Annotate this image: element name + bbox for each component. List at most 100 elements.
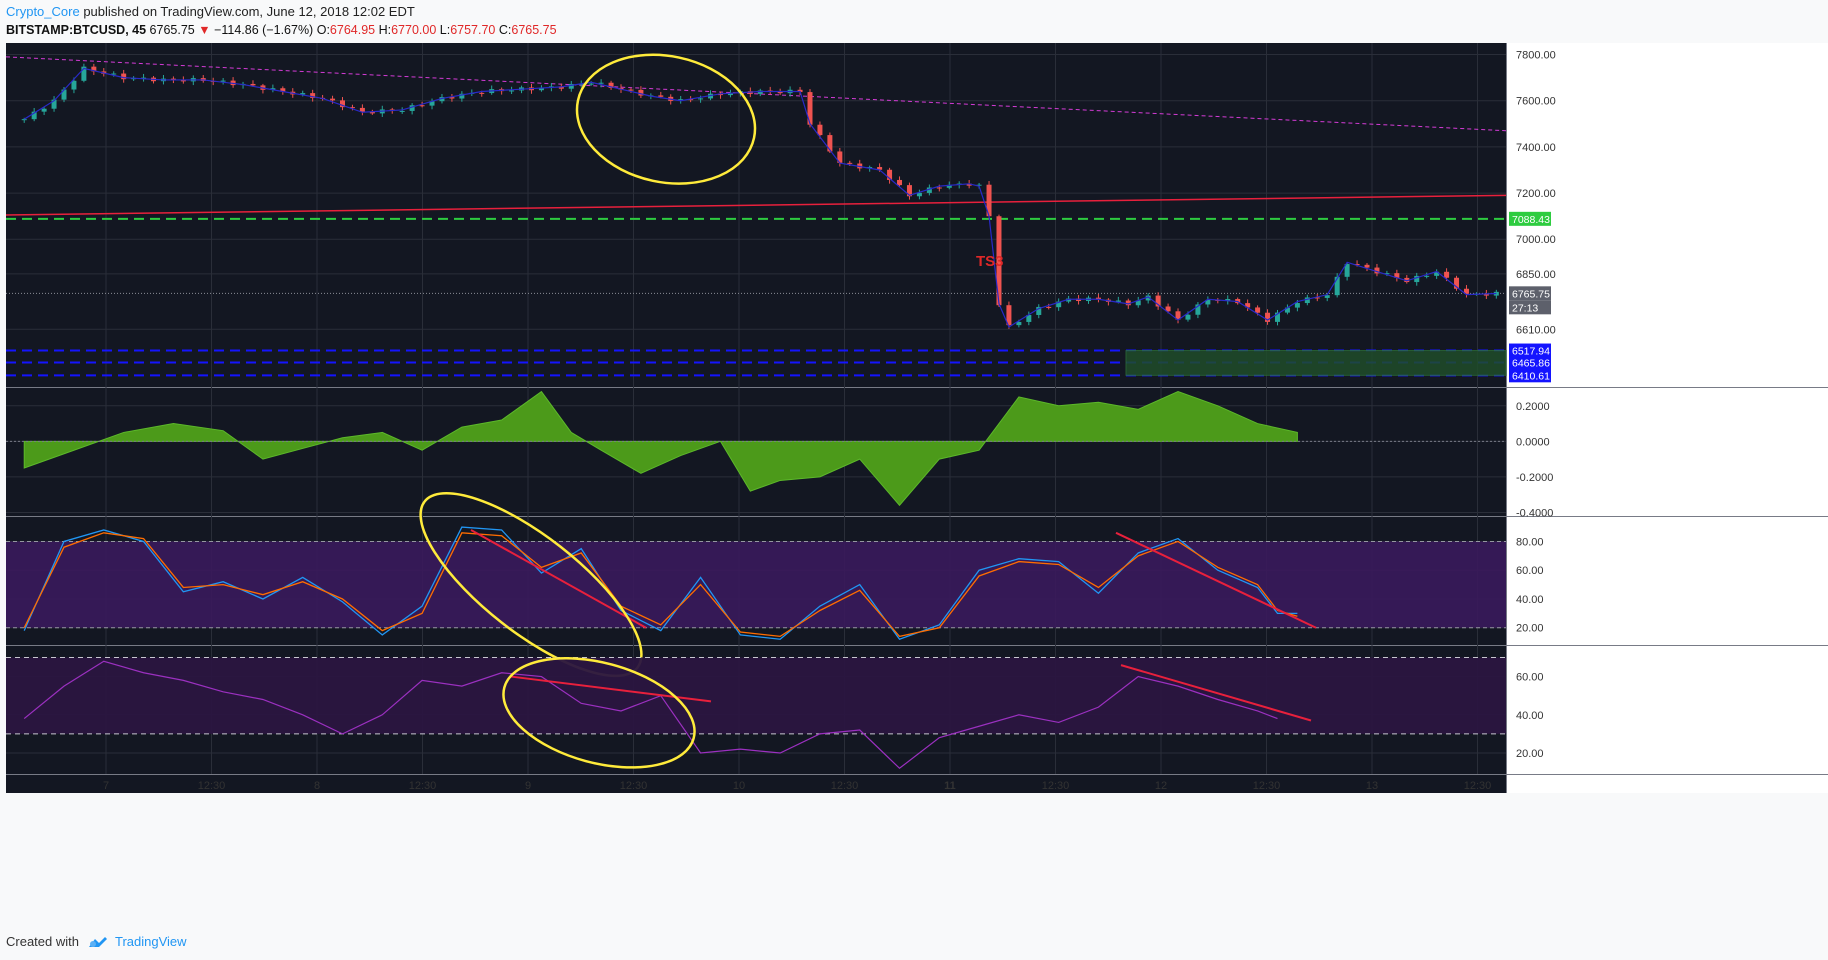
candle-body xyxy=(1245,303,1251,308)
stoch-trendline-2 xyxy=(1115,531,1317,629)
price-label-bg xyxy=(1509,300,1551,315)
candle-body xyxy=(1454,277,1460,289)
y-tick-label: -0.4000 xyxy=(1516,507,1553,519)
candle-body xyxy=(449,97,455,99)
candle-body xyxy=(1274,312,1280,322)
y-tick-label: 7800.00 xyxy=(1516,50,1556,62)
candle-body xyxy=(598,82,604,84)
candle-body xyxy=(1046,306,1052,308)
candle-body xyxy=(1026,314,1032,322)
rsi-band xyxy=(6,657,1506,734)
published-text: published on TradingView.com, June 12, 2… xyxy=(83,4,415,19)
x-tick-label: 12 xyxy=(1155,780,1167,792)
candle-body xyxy=(1364,264,1370,268)
candle-body xyxy=(1394,273,1400,278)
candle-body xyxy=(91,66,97,72)
x-tick-label: 12:30 xyxy=(1464,780,1492,792)
candle-body xyxy=(509,90,515,92)
candle-body xyxy=(369,111,375,114)
y-tick-label: 20.00 xyxy=(1516,623,1544,635)
candle-body xyxy=(479,92,485,94)
price-label-bg xyxy=(1509,343,1551,358)
candle-body xyxy=(946,184,952,188)
high-label: H: xyxy=(378,23,392,37)
candle-body xyxy=(568,83,574,89)
candle-body xyxy=(1284,307,1290,313)
candle-body xyxy=(170,78,176,80)
candle-body xyxy=(31,111,37,120)
candle-body xyxy=(330,98,336,101)
created-with-text: Created with xyxy=(6,934,79,949)
candle-body xyxy=(1225,299,1231,301)
open-value: 6764.95 xyxy=(329,23,376,37)
candle-body xyxy=(1354,264,1360,266)
x-tick-label: 12:30 xyxy=(409,780,437,792)
candle-body xyxy=(678,99,684,101)
change-value: −114.86 (−1.67%) xyxy=(214,23,314,37)
y-tick-label: 6850.00 xyxy=(1516,269,1556,281)
highlight-ellipse xyxy=(575,53,757,185)
candle-body xyxy=(608,82,614,88)
price-label: 6517.94 xyxy=(1512,346,1550,358)
candle-body xyxy=(310,93,316,98)
x-tick-label: 12:30 xyxy=(831,780,859,792)
candle-body xyxy=(439,97,445,102)
candle-body xyxy=(1424,275,1430,277)
author-link[interactable]: Crypto_Core xyxy=(6,4,80,19)
candle-body xyxy=(399,110,405,112)
price-label-bg xyxy=(1509,355,1551,370)
candle-body xyxy=(1135,300,1141,306)
candle-body xyxy=(1155,295,1161,307)
ts3-label: TS3 xyxy=(976,253,1004,270)
candle-body xyxy=(906,185,912,197)
y-tick-label: 60.00 xyxy=(1516,672,1544,684)
y-tick-label: 0.2000 xyxy=(1516,401,1550,413)
tradingview-link[interactable]: TradingView xyxy=(114,934,187,949)
candle-body xyxy=(340,100,346,108)
candle-body xyxy=(1374,267,1380,274)
support-trendline xyxy=(6,194,1507,216)
candle-body xyxy=(827,135,833,152)
down-triangle-icon: ▼ xyxy=(198,23,211,37)
candle-body xyxy=(986,184,992,217)
candle-body xyxy=(1175,311,1181,320)
x-tick-label: 11 xyxy=(944,780,956,792)
x-tick-label: 12:30 xyxy=(620,780,648,792)
y-tick-label: 40.00 xyxy=(1516,710,1544,722)
candle-body xyxy=(897,179,903,186)
candle-body xyxy=(638,89,644,96)
chart-canvas[interactable]: 7 12:30 8 12:30 9 12:30 10 12:30 11 12:30 12 12:30 1… xyxy=(6,43,1828,923)
candle-body xyxy=(588,83,594,85)
candle-body xyxy=(1483,293,1489,296)
candle-body xyxy=(1414,275,1420,283)
rsi-trendline-1 xyxy=(510,675,712,703)
candle-body xyxy=(1314,297,1320,299)
candle-body xyxy=(1444,271,1450,278)
candle-body xyxy=(409,105,415,111)
last-price: 6765.75 xyxy=(149,23,195,37)
candle-body xyxy=(141,77,147,79)
candle-body xyxy=(1344,264,1350,277)
candle-body xyxy=(757,90,763,94)
y-tick-label: 20.00 xyxy=(1516,748,1544,760)
candle-body xyxy=(1066,298,1072,302)
x-tick-label: 12:30 xyxy=(198,780,226,792)
candle-body xyxy=(1016,321,1022,326)
candle-body xyxy=(1255,307,1261,313)
candle-body xyxy=(1294,303,1300,308)
price-label-bg xyxy=(1509,286,1551,301)
candle-body xyxy=(688,99,694,101)
price-label: 6410.61 xyxy=(1512,370,1550,382)
candle-body xyxy=(429,101,435,106)
price-label-bg xyxy=(1509,211,1551,226)
candle-body xyxy=(538,87,544,91)
candle-body xyxy=(1165,306,1171,312)
y-tick-label: 7400.00 xyxy=(1516,142,1556,154)
y-tick-label: 60.00 xyxy=(1516,565,1544,577)
candle-body xyxy=(1056,301,1062,308)
publish-info: Crypto_Core published on TradingView.com… xyxy=(6,3,415,21)
symbol-legend: BITSTAMP:BTCUSD, 45 6765.75 ▼ −114.86 (−… xyxy=(6,21,557,39)
candle-body xyxy=(1195,304,1201,315)
candle-body xyxy=(658,95,664,97)
candle-body xyxy=(1265,312,1271,322)
